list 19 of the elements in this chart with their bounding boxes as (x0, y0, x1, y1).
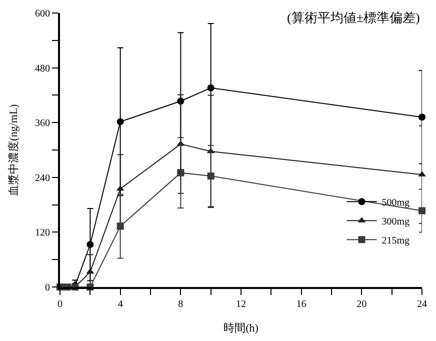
legend-label: 300mg (382, 216, 410, 228)
legend-label: 215mg (382, 236, 410, 247)
y-axis-title: 血漿中濃度(ng/mL) (7, 104, 20, 196)
x-tick-label: 8 (178, 299, 184, 310)
y-tick-label: 240 (35, 172, 50, 184)
x-tick-label: 4 (118, 299, 123, 310)
y-tick-label: 360 (35, 118, 50, 130)
y-tick-label: 600 (35, 8, 50, 20)
y-tick-label: 120 (35, 228, 50, 239)
x-tick-label: 20 (356, 299, 367, 310)
x-axis-title: 時間(h) (224, 322, 259, 335)
x-tick-label: 24 (417, 299, 427, 310)
annotation: (算術平均値±標準偏差) (287, 10, 420, 25)
legend-label: 500mg (382, 198, 410, 209)
x-tick-label: 0 (58, 299, 62, 310)
y-tick-label: 0 (45, 282, 50, 294)
x-tick-label: 16 (296, 299, 306, 310)
x-tick-label: 12 (236, 299, 246, 310)
y-tick-label: 480 (35, 63, 50, 74)
